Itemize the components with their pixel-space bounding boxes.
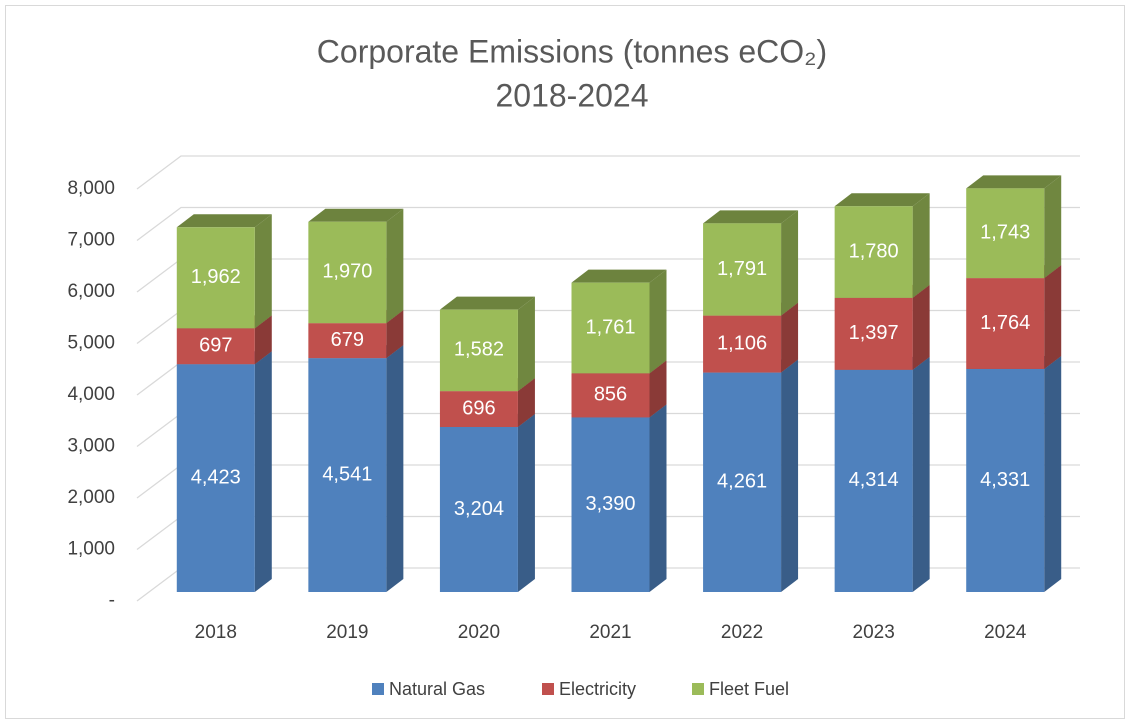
bar-side	[386, 208, 404, 324]
bar-side	[781, 359, 799, 592]
bar	[439, 309, 518, 392]
bar-side	[912, 284, 930, 370]
bar	[834, 206, 913, 298]
y-tick-label: 1,000	[67, 539, 115, 560]
x-tick-label: 2022	[721, 622, 763, 643]
chart-subtitle: 2018-2024	[495, 77, 648, 113]
bar-side	[649, 269, 667, 374]
bar	[176, 328, 255, 365]
bar-side	[781, 210, 799, 316]
data-label: 1,397	[849, 322, 899, 344]
y-tick-label: 4,000	[67, 384, 115, 405]
data-label: 856	[594, 384, 627, 406]
bar-top	[966, 175, 1062, 189]
data-label: 1,743	[980, 222, 1030, 244]
data-label: 1,791	[717, 258, 767, 280]
x-tick-label: 2020	[458, 622, 500, 643]
bar	[703, 315, 782, 373]
bar-top	[834, 193, 930, 207]
bar-side	[1044, 175, 1062, 279]
bar-side	[517, 413, 535, 592]
data-label: 1,764	[980, 312, 1030, 334]
bar-side	[517, 378, 535, 427]
bar	[308, 221, 387, 324]
grid-line	[136, 206, 1080, 242]
bar-side	[781, 302, 799, 373]
bar-side	[254, 214, 272, 329]
bar	[308, 358, 387, 592]
data-label: 1,780	[849, 240, 899, 262]
y-tick-label: 6,000	[67, 281, 115, 302]
data-label: 1,970	[322, 261, 372, 283]
bar-side	[649, 360, 667, 418]
bar	[571, 282, 650, 374]
x-tick-label: 2018	[195, 622, 237, 643]
bar	[966, 368, 1045, 592]
bar	[834, 297, 913, 370]
data-label: 3,390	[585, 493, 635, 515]
bar	[439, 391, 518, 427]
bar	[966, 278, 1045, 369]
y-tick-label: 3,000	[67, 436, 115, 457]
data-label: 3,204	[454, 498, 504, 520]
data-label: 4,541	[322, 463, 372, 485]
bar-side	[517, 296, 535, 392]
bar	[571, 417, 650, 592]
bar	[834, 369, 913, 592]
chart-title: Corporate Emissions (tonnes eCO₂)	[317, 33, 827, 69]
bar	[966, 188, 1045, 279]
data-label: 1,962	[191, 266, 241, 288]
legend-label: Fleet Fuel	[709, 679, 789, 699]
data-label: 4,314	[849, 469, 899, 491]
bar-side	[386, 345, 404, 592]
data-label: 4,331	[980, 469, 1030, 491]
data-label: 679	[331, 329, 364, 351]
bar-side	[254, 315, 272, 365]
y-tick-label: 2,000	[67, 487, 115, 508]
grid-line	[136, 155, 1080, 190]
bar	[439, 426, 518, 592]
legend-label: Natural Gas	[389, 679, 485, 699]
legend-label: Electricity	[559, 679, 636, 699]
data-label: 4,423	[191, 466, 241, 488]
bar-side	[649, 404, 667, 592]
data-label: 1,582	[454, 339, 504, 361]
data-label: 697	[199, 335, 232, 357]
bar	[703, 372, 782, 592]
bar	[308, 323, 387, 359]
data-label: 4,261	[717, 471, 767, 493]
bar-side	[912, 193, 930, 298]
bar	[176, 227, 255, 329]
x-tick-label: 2019	[326, 622, 368, 643]
bar-side	[254, 351, 272, 592]
y-tick-label: -	[109, 590, 115, 611]
legend-swatch	[692, 683, 704, 695]
data-label: 1,761	[585, 316, 635, 338]
bar-top	[176, 214, 272, 228]
x-tick-label: 2021	[589, 622, 631, 643]
bar-side	[1044, 265, 1062, 369]
bar-top	[439, 296, 535, 310]
y-tick-label: 7,000	[67, 230, 115, 251]
legend-swatch	[542, 683, 554, 695]
bar	[703, 223, 782, 316]
bar-top	[571, 269, 667, 283]
bar-side	[386, 310, 404, 359]
bar-top	[308, 208, 404, 222]
y-tick-label: 5,000	[67, 333, 115, 354]
bar-side	[1044, 355, 1062, 592]
bar-top	[703, 210, 799, 224]
x-tick-label: 2023	[853, 622, 895, 643]
bar	[571, 373, 650, 418]
data-label: 1,106	[717, 332, 767, 354]
legend-swatch	[372, 683, 384, 695]
bar-side	[912, 356, 930, 592]
data-label: 696	[462, 397, 495, 419]
x-tick-label: 2024	[984, 622, 1027, 643]
bar	[176, 364, 255, 592]
y-tick-label: 8,000	[67, 178, 115, 199]
